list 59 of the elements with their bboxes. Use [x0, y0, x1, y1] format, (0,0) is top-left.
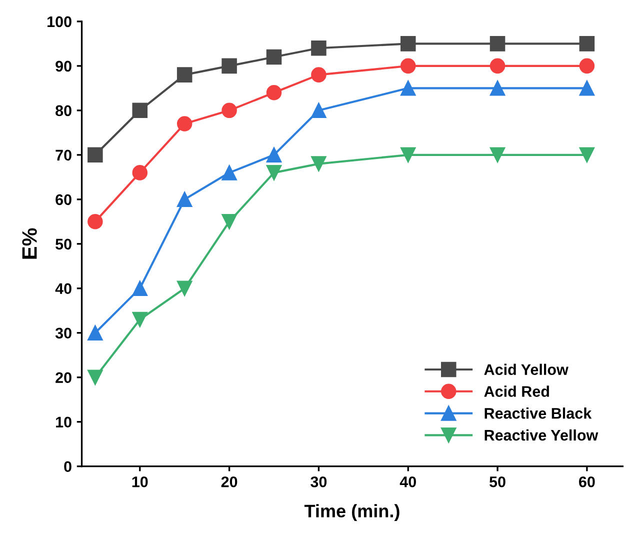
point	[579, 147, 595, 163]
point	[88, 214, 103, 230]
point	[400, 80, 416, 96]
y-tick-label: 20	[56, 372, 72, 384]
point	[579, 80, 595, 96]
x-axis-title: Time (min.)	[304, 504, 400, 522]
y-tick-label: 60	[56, 194, 72, 206]
point	[490, 80, 506, 96]
x-tick-label: 30	[310, 476, 327, 488]
legend-label: Acid Red	[484, 386, 549, 397]
point	[176, 280, 192, 296]
point	[400, 147, 416, 163]
point	[88, 370, 103, 385]
point	[311, 102, 326, 118]
y-tick-label: 10	[56, 416, 72, 428]
x-tick-label: 50	[490, 476, 506, 488]
point	[132, 165, 148, 180]
point	[176, 192, 192, 208]
y-axis-title: E%	[22, 228, 37, 259]
point	[132, 102, 148, 118]
point	[266, 84, 282, 100]
legend-label: Acid Yellow	[484, 364, 568, 376]
y-tick-label: 70	[56, 150, 72, 161]
y-tick-label: 50	[56, 238, 72, 250]
y-tick-label: 40	[55, 283, 72, 294]
point	[222, 58, 237, 74]
point	[176, 67, 192, 82]
x-tick-label: 60	[579, 476, 595, 488]
point	[222, 102, 237, 118]
point	[222, 214, 237, 230]
point	[490, 147, 506, 163]
point	[88, 147, 103, 163]
y-tick-label: 100	[48, 16, 72, 28]
y-tick-label: 0	[64, 461, 72, 472]
point	[88, 325, 103, 340]
legend-label: Reactive Yellow	[484, 429, 598, 441]
point	[579, 58, 595, 74]
point	[311, 67, 326, 82]
point	[400, 58, 416, 74]
x-tick-label: 10	[132, 476, 148, 488]
legend-label: Reactive Black	[484, 408, 592, 419]
y-tick-label: 80	[56, 105, 72, 116]
point	[490, 36, 506, 52]
point	[132, 312, 148, 328]
x-tick-label: 20	[221, 476, 238, 488]
point	[400, 36, 416, 52]
point	[222, 165, 237, 180]
x-tick-label: 40	[400, 476, 416, 488]
y-tick-label: 90	[56, 60, 72, 72]
point	[311, 40, 326, 56]
point	[579, 36, 595, 52]
point	[266, 147, 282, 163]
point	[311, 156, 326, 172]
point	[132, 280, 148, 296]
point	[490, 58, 506, 74]
point	[266, 165, 282, 180]
point	[176, 116, 192, 132]
point	[266, 49, 282, 65]
y-tick-label: 30	[55, 328, 72, 339]
